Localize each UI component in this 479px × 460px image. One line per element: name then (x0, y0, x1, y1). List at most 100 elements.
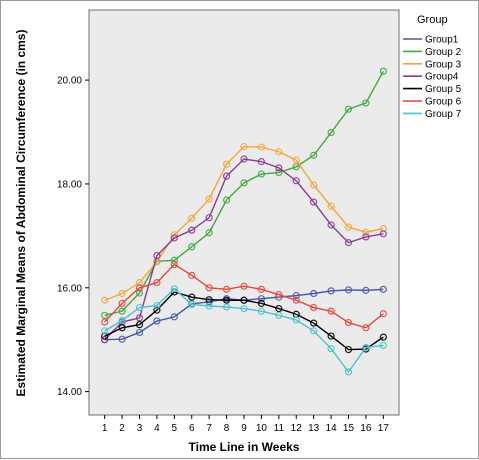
data-point (205, 298, 213, 306)
data-point (153, 279, 161, 287)
data-point (310, 289, 318, 298)
data-point (118, 299, 126, 307)
data-point (205, 214, 213, 222)
data-point (135, 303, 144, 312)
data-point (240, 142, 248, 151)
data-point (240, 179, 248, 187)
series-line (104, 158, 384, 341)
data-point (292, 163, 300, 171)
x-tick-label: 5 (172, 423, 178, 434)
x-tick-label: 4 (154, 423, 160, 434)
series-7 (101, 285, 387, 376)
x-tick-label: 7 (206, 423, 212, 434)
data-point (222, 172, 231, 180)
x-tick-label: 17 (378, 423, 390, 434)
data-point (257, 285, 266, 293)
data-point (188, 243, 196, 251)
data-point (257, 170, 266, 178)
data-point (379, 67, 387, 75)
x-tick-label: 6 (189, 423, 195, 434)
data-point (257, 307, 266, 315)
x-tick-label: 3 (137, 423, 143, 434)
data-point (222, 285, 231, 293)
y-axis-title: Estimated Marginal Means of Abdominal Ci… (14, 30, 28, 397)
data-point (362, 324, 370, 332)
data-point (275, 168, 283, 177)
data-point (153, 301, 161, 310)
data-point (101, 296, 109, 304)
data-point (379, 230, 387, 238)
data-point (327, 307, 335, 315)
x-axis-title: Time Line in Weeks (189, 440, 300, 454)
data-point (135, 284, 144, 292)
data-point (153, 317, 161, 325)
data-point (118, 316, 126, 325)
data-point (257, 158, 266, 166)
data-point (275, 304, 283, 313)
data-point (222, 303, 231, 311)
data-point (188, 226, 196, 234)
x-tick-label: 11 (274, 423, 285, 434)
data-point (344, 223, 353, 231)
plot-area (88, 9, 400, 416)
data-point (118, 307, 126, 315)
data-point (135, 314, 144, 322)
legend-title: Group (417, 14, 448, 26)
y-tick-label: 16.00 (57, 283, 82, 294)
data-point (118, 335, 126, 343)
legend-label: Group 5 (425, 84, 462, 95)
data-point (310, 319, 318, 327)
data-point (257, 295, 266, 303)
data-point (310, 198, 318, 206)
data-point (344, 368, 353, 376)
data-point (170, 234, 178, 242)
data-point (257, 143, 266, 151)
data-point (362, 228, 370, 236)
data-point (379, 285, 387, 293)
data-point (170, 313, 178, 321)
data-point (292, 316, 300, 324)
data-point (257, 299, 266, 307)
data-point (240, 304, 248, 313)
data-point (153, 252, 161, 260)
data-point (135, 289, 144, 297)
data-point (292, 296, 300, 304)
legend-label: Group 7 (425, 109, 462, 120)
data-point (275, 311, 283, 319)
series-5 (101, 288, 387, 354)
series-2 (101, 67, 387, 319)
data-point (344, 318, 353, 327)
x-tick-label: 9 (241, 423, 247, 434)
data-point (275, 148, 283, 156)
data-point (222, 160, 231, 168)
data-point (275, 164, 283, 172)
data-point (222, 296, 231, 304)
x-tick-label: 8 (224, 423, 230, 434)
data-point (135, 279, 144, 287)
y-tick-label: 18.00 (57, 179, 82, 190)
data-point (327, 221, 335, 229)
x-tick-label: 1 (102, 423, 108, 434)
legend-label: Group 3 (425, 59, 462, 70)
data-point (240, 282, 248, 290)
data-point (327, 344, 335, 353)
data-point (170, 256, 178, 264)
data-point (310, 151, 318, 159)
axes: 1 2 3 4 5 6 7 8 9 10 11 12 13 14 15 16 1714.0016.0018.00… (57, 76, 389, 434)
x-tick-label: 13 (308, 423, 320, 434)
data-point (101, 332, 109, 340)
series-6 (101, 260, 387, 332)
data-point (327, 128, 335, 137)
data-point (362, 286, 370, 294)
legend-label: Group4 (425, 72, 459, 83)
data-point (118, 324, 126, 332)
data-point (310, 303, 318, 312)
data-point (362, 343, 370, 352)
data-point (344, 345, 353, 354)
data-point (240, 155, 248, 163)
data-point (292, 156, 300, 164)
data-point (170, 260, 178, 269)
x-tick-label: 12 (291, 423, 303, 434)
